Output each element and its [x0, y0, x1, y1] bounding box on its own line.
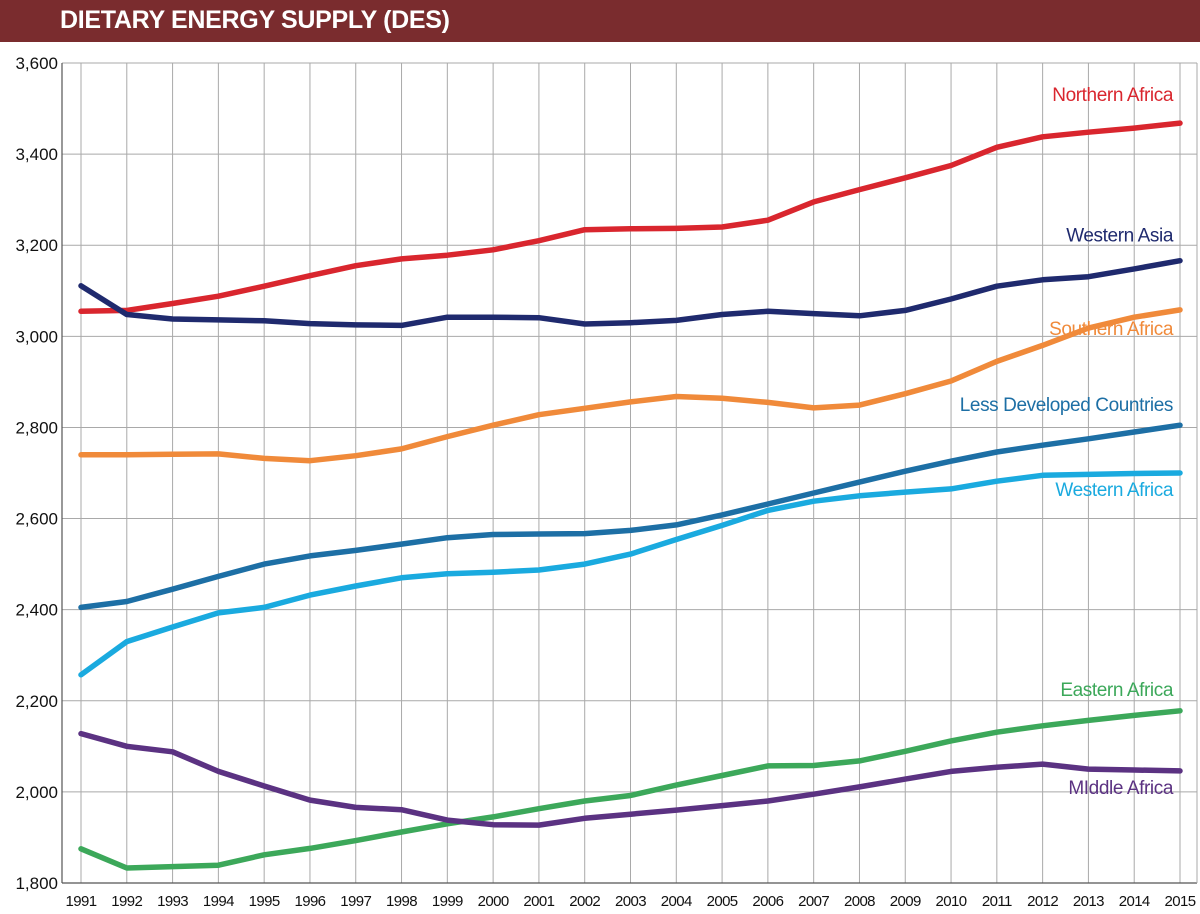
x-tick-label: 2002	[569, 893, 600, 910]
x-tick-label: 2009	[890, 893, 921, 910]
series-line	[78, 708, 1183, 871]
series-line	[78, 120, 1183, 315]
x-tick-label: 2014	[1119, 893, 1150, 910]
x-tick-label: 2003	[615, 893, 646, 910]
x-tick-label: 2005	[707, 893, 738, 910]
title-bar: DIETARY ENERGY SUPPLY (DES)	[0, 0, 1200, 42]
x-tick-label: 2011	[982, 893, 1012, 910]
series-label: Less Developed Countries	[960, 395, 1173, 416]
x-tick-label: 1995	[249, 893, 280, 910]
series-line	[78, 470, 1183, 678]
grid	[62, 62, 1197, 884]
series-label: Eastern Africa	[1060, 680, 1174, 701]
series-label: Western Africa	[1055, 480, 1173, 501]
x-tick-label: 1993	[157, 893, 188, 910]
x-tick-label: 1997	[340, 893, 371, 910]
y-tick-label: 3,200	[15, 236, 58, 255]
y-tick-label: 2,000	[15, 783, 58, 802]
series-label: MIddle Africa	[1068, 778, 1173, 799]
series-label: Northern Africa	[1052, 85, 1174, 106]
plot-area	[62, 63, 1197, 883]
y-tick-label: 3,600	[15, 54, 58, 73]
series-line	[78, 257, 1183, 329]
x-tick-label: 2015	[1165, 893, 1196, 910]
x-tick-label: 1999	[432, 893, 463, 910]
series-line	[78, 307, 1183, 464]
y-tick-label: 2,800	[15, 418, 58, 437]
chart-title: DIETARY ENERGY SUPPLY (DES)	[60, 6, 450, 34]
y-tick-label: 3,000	[15, 327, 58, 346]
x-tick-label: 1998	[386, 893, 417, 910]
y-tick-label: 1,800	[15, 874, 58, 893]
axes: 1,800 2,000 2,200 2,400 2,600 2,800 3,000 3,200…	[15, 54, 1198, 910]
x-tick-label: 2010	[936, 893, 967, 910]
x-tick-label: 1994	[203, 893, 234, 910]
series-line	[78, 730, 1183, 828]
x-tick-label: 1992	[111, 893, 142, 910]
series-lines	[78, 120, 1183, 871]
x-tick-label: 2000	[478, 893, 509, 910]
x-tick-label: 1991	[66, 893, 97, 910]
x-tick-label: 2006	[752, 893, 783, 910]
x-tick-label: 2004	[661, 893, 692, 910]
y-tick-label: 2,200	[15, 692, 58, 711]
x-tick-label: 2012	[1027, 893, 1058, 910]
x-tick-label: 2001	[523, 893, 554, 910]
series-line	[78, 422, 1183, 611]
y-tick-label: 2,600	[15, 510, 58, 529]
series-labels: Northern Africa Western Asia Southern Afri…	[960, 85, 1174, 799]
x-tick-label: 2007	[798, 893, 829, 910]
x-tick-label: 2008	[844, 893, 875, 910]
series-label: Western Asia	[1066, 226, 1174, 247]
y-tick-label: 3,400	[15, 145, 58, 164]
y-tick-label: 2,400	[15, 601, 58, 620]
x-tick-label: 1996	[294, 893, 325, 910]
x-tick-label: 2013	[1073, 893, 1104, 910]
series-label: Southern Africa	[1049, 319, 1174, 340]
